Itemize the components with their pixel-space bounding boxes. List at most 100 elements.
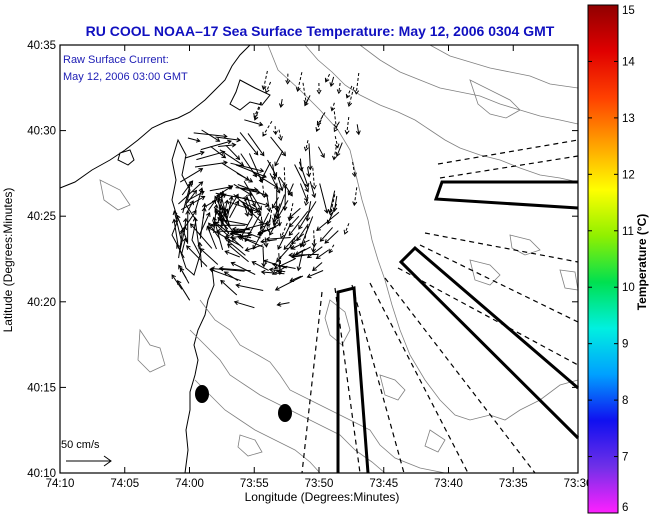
- current-vector: [216, 185, 233, 197]
- current-vector: [231, 262, 256, 275]
- current-vector-head: [334, 143, 340, 149]
- current-vector-head: [210, 222, 216, 228]
- current-vector-head: [215, 137, 221, 142]
- current-vector: [225, 144, 240, 160]
- current-vector: [224, 271, 239, 282]
- current-vector-head: [257, 231, 263, 237]
- current-vector: [289, 215, 300, 228]
- colorbar-tick-label: 12: [622, 169, 635, 181]
- current-vector-head: [324, 239, 330, 244]
- current-vector-head: [227, 240, 232, 245]
- current-vector: [328, 244, 335, 254]
- current-vector: [320, 227, 333, 242]
- current-vector-head: [182, 237, 188, 243]
- current-vector-head: [272, 172, 278, 177]
- current-vector: [215, 136, 241, 141]
- current-vector: [213, 217, 224, 251]
- current-vector: [334, 135, 339, 148]
- current-vector-head: [224, 237, 230, 242]
- current-vector: [267, 159, 277, 177]
- current-vector: [201, 129, 220, 142]
- current-vector: [173, 210, 183, 243]
- current-vector-head: [227, 139, 232, 145]
- current-vector-head: [235, 155, 241, 161]
- current-vector: [200, 248, 219, 265]
- current-vector-head: [298, 166, 304, 172]
- current-vector: [319, 183, 328, 214]
- current-vector: [230, 162, 264, 172]
- current-vector: [253, 101, 262, 118]
- current-vector-head: [333, 127, 339, 133]
- current-vector-head: [276, 221, 282, 227]
- current-vector: [261, 239, 277, 243]
- current-vector: [237, 184, 268, 197]
- current-vector-head: [296, 266, 302, 272]
- current-vector-head: [320, 153, 325, 159]
- current-vector-head: [221, 193, 227, 199]
- current-vector-head: [213, 203, 219, 209]
- current-vector: [227, 243, 249, 263]
- current-vector: [224, 237, 242, 247]
- current-vector: [194, 161, 228, 168]
- current-vector-head: [198, 181, 204, 186]
- current-vector-head: [326, 219, 332, 225]
- current-vector-head: [188, 180, 194, 186]
- current-vector: [176, 215, 189, 243]
- current-vector-head: [316, 226, 321, 232]
- current-vector: [262, 185, 265, 198]
- current-vector-head: [253, 150, 259, 156]
- current-vector-head: [179, 228, 185, 234]
- current-vector-head: [218, 266, 224, 272]
- current-vector-head: [272, 217, 277, 223]
- current-vector-head: [254, 208, 260, 214]
- mooring-marker[interactable]: [195, 385, 209, 403]
- y-tick-label: 40:30: [27, 126, 56, 138]
- mooring-marker[interactable]: [278, 404, 292, 422]
- current-vector: [272, 197, 279, 209]
- current-vector: [355, 72, 360, 94]
- current-vector-head: [285, 80, 291, 85]
- current-vector: [211, 268, 245, 272]
- current-vector-head: [260, 269, 266, 275]
- current-vector-head: [234, 200, 240, 206]
- current-vector-head: [271, 270, 277, 275]
- current-vector-head: [231, 142, 237, 148]
- current-vector-head: [244, 247, 250, 252]
- current-vector-head: [261, 262, 267, 268]
- current-vector-head: [223, 160, 228, 166]
- current-vector: [229, 200, 239, 219]
- map-plot-area[interactable]: 50 cm/s Raw Surface Current: May 12, 200…: [59, 44, 580, 474]
- current-vector-head: [312, 266, 317, 272]
- current-vector: [297, 250, 304, 271]
- current-vector: [264, 237, 267, 247]
- current-vector-head: [209, 268, 215, 273]
- current-vector: [294, 164, 309, 192]
- current-vector-head: [197, 241, 203, 247]
- current-vector: [274, 126, 277, 135]
- current-vector: [243, 181, 262, 211]
- current-vector-head: [266, 227, 272, 232]
- current-vector: [214, 196, 231, 227]
- x-tick-label: 74:05: [110, 478, 139, 490]
- current-vector: [196, 151, 225, 161]
- current-vector: [259, 216, 263, 236]
- x-tick-label: 73:35: [499, 478, 528, 490]
- current-vector-head: [288, 222, 294, 228]
- current-vector: [180, 196, 205, 211]
- current-vector-head: [324, 77, 330, 83]
- current-vector: [277, 177, 283, 191]
- current-vector-head: [280, 233, 285, 239]
- current-vector: [283, 167, 286, 188]
- current-vector: [270, 136, 286, 156]
- current-vector-head: [256, 211, 262, 217]
- current-vector-head: [178, 264, 183, 270]
- current-vector: [283, 232, 300, 250]
- current-vector: [288, 203, 294, 221]
- current-vector: [200, 140, 232, 151]
- current-vector-head: [256, 189, 261, 195]
- current-vector-head: [311, 248, 316, 253]
- current-vector: [171, 274, 183, 290]
- current-vector-head: [278, 136, 283, 141]
- current-vector: [353, 187, 358, 206]
